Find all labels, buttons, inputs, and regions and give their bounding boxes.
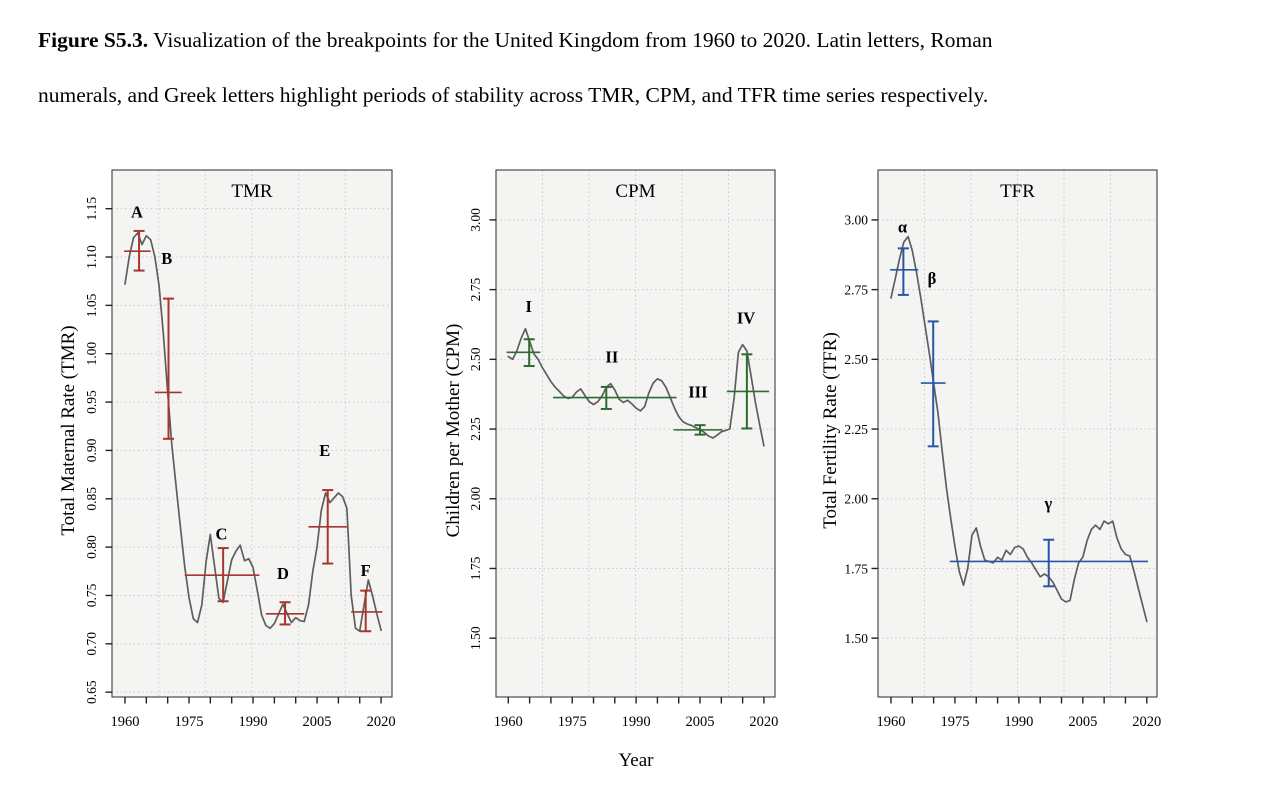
cpm-ytick-label-2.25: 2.25 xyxy=(468,417,483,441)
tmr-xtick-label-1975: 1975 xyxy=(175,714,204,730)
cpm-ytick-label-1.50: 1.50 xyxy=(468,626,483,650)
cpm-breakpoint-I: I xyxy=(506,297,541,368)
tmr-ytick-label-0.70: 0.70 xyxy=(84,632,99,656)
cpm-breakpoint-IV: IV xyxy=(726,308,770,430)
tmr-bp-B-label: B xyxy=(161,249,172,268)
tfr-bp-β-label: β xyxy=(928,269,937,288)
tmr-ytick-label-1.05: 1.05 xyxy=(84,293,99,317)
tmr-xtick-label-2020: 2020 xyxy=(367,714,396,730)
cpm-bp-IV-label: IV xyxy=(737,308,755,327)
tmr-breakpoint-D: D xyxy=(265,564,305,626)
cpm-breakpoint-III: III xyxy=(673,382,723,436)
cpm-ylabel: Children per Mother (CPM) xyxy=(443,324,464,538)
tfr-ytick-label-2.00: 2.00 xyxy=(844,492,868,507)
cpm-ytick-label-2.50: 2.50 xyxy=(468,347,483,371)
tfr-ytick-label-2.75: 2.75 xyxy=(844,282,868,297)
tfr-ytick-label-2.50: 2.50 xyxy=(844,352,868,367)
tmr-xtick-label-1960: 1960 xyxy=(110,714,139,730)
tfr-xtick-label-1990: 1990 xyxy=(1004,714,1033,730)
cpm-xtick-label-1975: 1975 xyxy=(558,714,587,730)
tmr-title: TMR xyxy=(231,181,273,202)
tfr-ytick-label-3.00: 3.00 xyxy=(844,213,868,228)
cpm-chart-panel: 1960 1975 1990 2005 2020 1.50 1.75 2.00 2.25 2.50… xyxy=(468,169,778,730)
cpm-series-line xyxy=(507,327,765,447)
tmr-ytick-label-0.95: 0.95 xyxy=(84,390,99,414)
tfr-bp-α-label: α xyxy=(898,218,908,237)
caption-line-1: Figure S5.3. Visualization of the breakp… xyxy=(38,26,1248,55)
cpm-bp-II-label: II xyxy=(605,347,618,366)
tmr-ytick-label-0.75: 0.75 xyxy=(84,583,99,607)
tmr-bp-E-label: E xyxy=(319,441,330,460)
tfr-ytick-label-2.25: 2.25 xyxy=(844,422,868,437)
cpm-xtick-label-1990: 1990 xyxy=(622,714,651,730)
tmr-ytick-label-0.80: 0.80 xyxy=(84,535,99,559)
cpm-xtick-label-2020: 2020 xyxy=(749,714,778,730)
cpm-ytick-label-2.75: 2.75 xyxy=(468,278,483,302)
cpm-breakpoint-II: II xyxy=(553,347,677,410)
tmr-bp-F-label: F xyxy=(361,561,371,580)
tmr-breakpoint-F: F xyxy=(351,561,383,633)
tmr-plot-border xyxy=(111,169,393,698)
tmr-ytick-label-1.10: 1.10 xyxy=(84,245,99,269)
tfr-ylabel: Total Fertility Rate (TFR) xyxy=(820,332,841,529)
tmr-ylabel: Total Maternal Rate (TMR) xyxy=(58,325,79,535)
cpm-ytick-label-2.00: 2.00 xyxy=(468,487,483,511)
tmr-ytick-label-1.00: 1.00 xyxy=(84,342,99,366)
tmr-bp-D-label: D xyxy=(277,564,289,583)
caption-line-2: numerals, and Greek letters highlight pe… xyxy=(38,83,989,107)
cpm-ytick-label-3.00: 3.00 xyxy=(468,208,483,232)
tmr-xtick-label-2005: 2005 xyxy=(303,714,332,730)
cpm-title: CPM xyxy=(615,181,655,202)
figure-caption: Figure S5.3. Visualization of the breakp… xyxy=(38,26,1248,136)
tfr-plot-border xyxy=(877,169,1158,698)
tmr-breakpoint-A: A xyxy=(124,202,151,272)
tmr-chart-panel: 1960 1975 1990 2005 2020 0.65 0.70 0.75 0.80 0.85… xyxy=(84,169,396,730)
tfr-breakpoint-β: β xyxy=(920,269,946,448)
tmr-xtick-label-1990: 1990 xyxy=(239,714,268,730)
x-axis-label-year: Year xyxy=(618,750,654,771)
tfr-ytick-label-1.50: 1.50 xyxy=(844,631,868,646)
cpm-bp-I-label: I xyxy=(526,297,532,316)
tfr-xtick-label-1960: 1960 xyxy=(877,714,906,730)
tfr-breakpoint-γ: γ xyxy=(949,494,1149,588)
tfr-xtick-label-2005: 2005 xyxy=(1068,714,1097,730)
caption-figure-number: Figure S5.3. xyxy=(38,28,149,52)
tmr-ytick-label-0.85: 0.85 xyxy=(84,487,99,511)
tfr-ytick-label-1.75: 1.75 xyxy=(844,561,868,576)
cpm-xtick-label-1960: 1960 xyxy=(494,714,523,730)
tmr-bp-A-label: A xyxy=(131,202,143,221)
tfr-title: TFR xyxy=(1000,181,1035,202)
tmr-breakpoint-C: C xyxy=(184,524,260,603)
tmr-ytick-label-0.90: 0.90 xyxy=(84,438,99,462)
tfr-breakpoint-α: α xyxy=(890,218,919,296)
caption-line-1-text: Visualization of the breakpoints for the… xyxy=(148,28,993,52)
cpm-bp-III-label: III xyxy=(688,382,707,401)
cpm-xtick-label-2005: 2005 xyxy=(686,714,715,730)
tfr-bp-γ-label: γ xyxy=(1043,494,1052,513)
tfr-xtick-label-1975: 1975 xyxy=(940,714,969,730)
tmr-ytick-label-1.15: 1.15 xyxy=(84,197,99,221)
tfr-xtick-label-2020: 2020 xyxy=(1132,714,1161,730)
tmr-breakpoint-E: E xyxy=(308,441,347,565)
tmr-ytick-label-0.65: 0.65 xyxy=(84,680,99,704)
tfr-chart-panel: 1960 1975 1990 2005 2020 1.50 1.75 2.00 2.25 2.50… xyxy=(844,169,1161,730)
cpm-ytick-label-1.75: 1.75 xyxy=(468,556,483,580)
tmr-bp-C-label: C xyxy=(215,524,227,543)
tmr-breakpoint-B: B xyxy=(154,249,182,440)
